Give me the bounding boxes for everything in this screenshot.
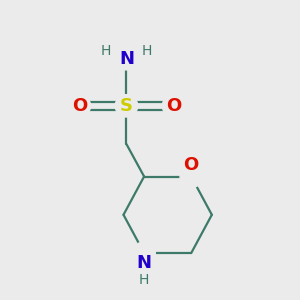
- Circle shape: [133, 242, 155, 264]
- Circle shape: [162, 94, 185, 117]
- Text: N: N: [119, 50, 134, 68]
- Text: S: S: [120, 97, 133, 115]
- Text: H: H: [100, 44, 111, 58]
- Text: H: H: [142, 44, 152, 58]
- Circle shape: [180, 165, 203, 188]
- Text: O: O: [166, 97, 181, 115]
- Text: N: N: [136, 254, 152, 272]
- Circle shape: [115, 94, 138, 117]
- Text: H: H: [139, 273, 149, 286]
- Circle shape: [115, 47, 138, 70]
- Text: O: O: [72, 97, 87, 115]
- Text: O: O: [184, 156, 199, 174]
- Circle shape: [68, 94, 91, 117]
